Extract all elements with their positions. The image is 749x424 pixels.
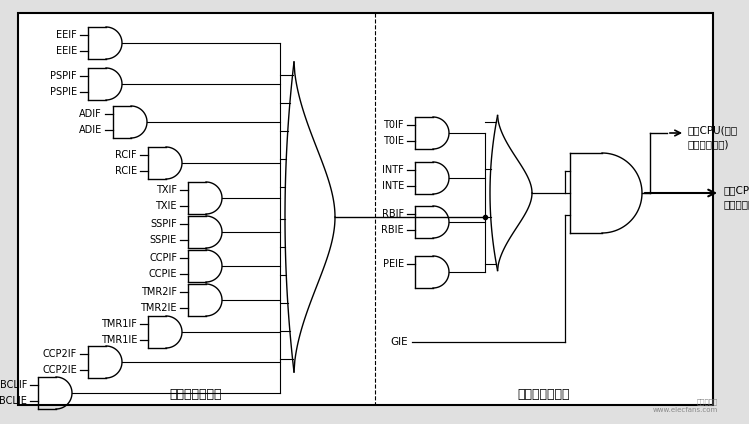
- Text: PEIE: PEIE: [383, 259, 404, 269]
- Text: T0IE: T0IE: [383, 136, 404, 146]
- Text: INTE: INTE: [382, 181, 404, 191]
- Text: TMR1IF: TMR1IF: [101, 319, 137, 329]
- Text: PSPIE: PSPIE: [50, 87, 77, 97]
- Text: ADIF: ADIF: [79, 109, 102, 119]
- Text: INTF: INTF: [382, 165, 404, 175]
- Text: RCIF: RCIF: [115, 150, 137, 160]
- Text: SSPIF: SSPIF: [151, 219, 177, 229]
- Text: RCIE: RCIE: [115, 166, 137, 176]
- Text: TMR1IE: TMR1IE: [100, 335, 137, 345]
- Text: ADIE: ADIE: [79, 125, 102, 135]
- Text: www.elecfans.com: www.elecfans.com: [652, 407, 718, 413]
- Text: CCPIF: CCPIF: [149, 253, 177, 263]
- Text: EEIE: EEIE: [55, 46, 77, 56]
- Text: 中断源第二梯队: 中断源第二梯队: [169, 388, 222, 402]
- Text: CCP2IF: CCP2IF: [43, 349, 77, 359]
- Text: PSPIF: PSPIF: [50, 71, 77, 81]
- Text: T0IF: T0IF: [383, 120, 404, 130]
- Text: RBIF: RBIF: [382, 209, 404, 219]
- Text: EEIF: EEIF: [56, 30, 77, 40]
- Text: GIE: GIE: [390, 337, 407, 347]
- Text: SSPIE: SSPIE: [150, 235, 177, 245]
- Text: 电子发烧友: 电子发烧友: [697, 399, 718, 405]
- Text: 唤醒CPU(如果
处于睡眠模式): 唤醒CPU(如果 处于睡眠模式): [688, 125, 738, 149]
- Text: 中断CPU
当前的程序: 中断CPU 当前的程序: [723, 185, 749, 209]
- Text: RBIE: RBIE: [381, 225, 404, 235]
- Text: TMR2IF: TMR2IF: [141, 287, 177, 297]
- Text: TXIF: TXIF: [156, 185, 177, 195]
- Text: TMR2IE: TMR2IE: [141, 303, 177, 313]
- Text: 中断源第一梯队: 中断源第一梯队: [518, 388, 570, 402]
- Text: TXIE: TXIE: [156, 201, 177, 211]
- Text: BCLIF: BCLIF: [0, 380, 27, 390]
- Text: CCPIE: CCPIE: [148, 269, 177, 279]
- Text: CCP2IE: CCP2IE: [42, 365, 77, 375]
- FancyBboxPatch shape: [18, 13, 713, 405]
- Text: BCLIE: BCLIE: [0, 396, 27, 406]
